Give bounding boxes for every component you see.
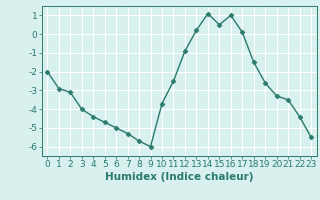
X-axis label: Humidex (Indice chaleur): Humidex (Indice chaleur) xyxy=(105,172,253,182)
